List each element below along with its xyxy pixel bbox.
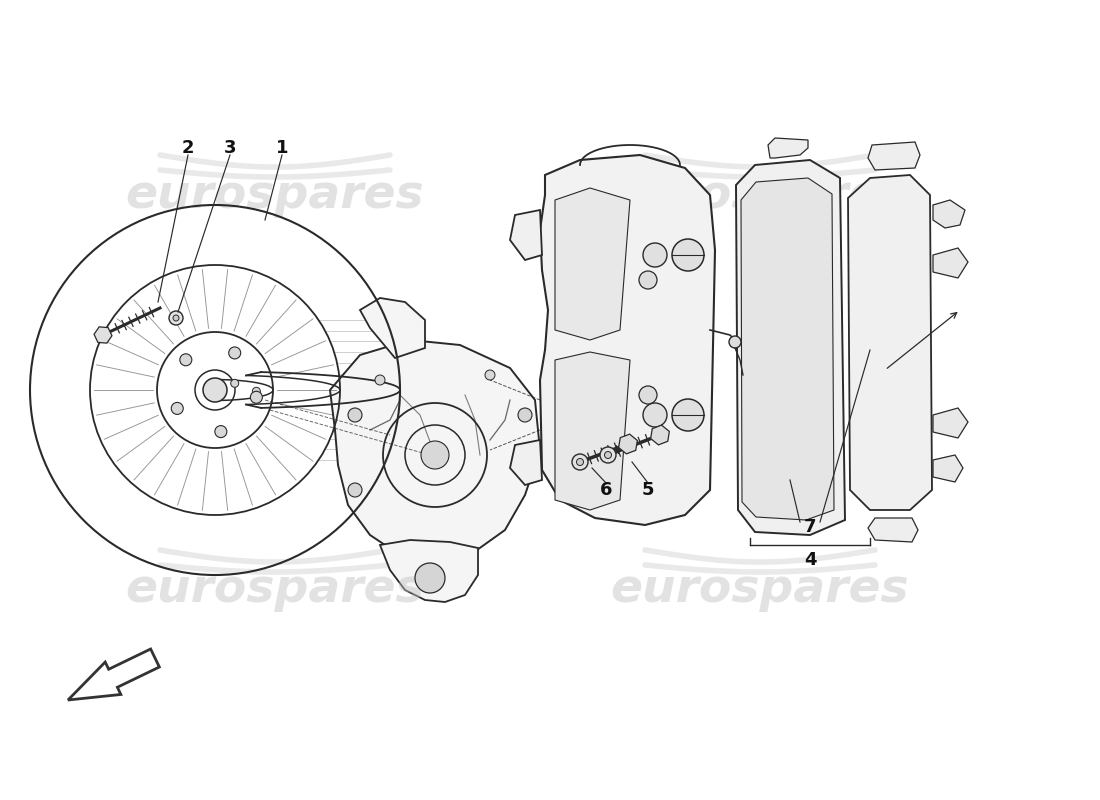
Circle shape — [644, 243, 667, 267]
Circle shape — [421, 441, 449, 469]
Text: eurospares: eurospares — [125, 173, 425, 218]
Polygon shape — [868, 142, 920, 170]
Polygon shape — [540, 155, 715, 525]
Text: 4: 4 — [804, 551, 816, 569]
Polygon shape — [330, 340, 540, 562]
Circle shape — [204, 378, 227, 402]
Text: eurospares: eurospares — [610, 173, 910, 218]
Polygon shape — [868, 518, 918, 542]
Circle shape — [518, 408, 532, 422]
Polygon shape — [651, 425, 669, 445]
Text: 1: 1 — [276, 139, 288, 157]
Circle shape — [179, 354, 191, 366]
Polygon shape — [933, 455, 962, 482]
Text: 7: 7 — [804, 518, 816, 536]
Circle shape — [639, 386, 657, 404]
Circle shape — [415, 563, 446, 593]
Circle shape — [231, 379, 239, 387]
Polygon shape — [510, 440, 542, 485]
Circle shape — [605, 451, 612, 458]
Polygon shape — [556, 352, 630, 510]
Polygon shape — [768, 138, 808, 158]
Polygon shape — [360, 298, 425, 358]
Circle shape — [348, 483, 362, 497]
Circle shape — [639, 271, 657, 289]
Circle shape — [375, 375, 385, 385]
Polygon shape — [848, 175, 932, 510]
Text: 2: 2 — [182, 139, 195, 157]
Text: 5: 5 — [641, 481, 654, 499]
Text: 6: 6 — [600, 481, 613, 499]
Polygon shape — [736, 160, 845, 535]
Circle shape — [572, 454, 588, 470]
Polygon shape — [68, 649, 160, 700]
Circle shape — [576, 458, 583, 466]
Circle shape — [672, 239, 704, 271]
Polygon shape — [933, 200, 965, 228]
Circle shape — [252, 387, 261, 395]
Circle shape — [229, 347, 241, 359]
Circle shape — [172, 402, 184, 414]
Circle shape — [214, 426, 227, 438]
Circle shape — [729, 336, 741, 348]
Polygon shape — [510, 210, 542, 260]
Polygon shape — [933, 248, 968, 278]
Polygon shape — [741, 178, 834, 520]
Polygon shape — [94, 327, 112, 343]
Polygon shape — [556, 188, 630, 340]
Text: eurospares: eurospares — [610, 567, 910, 613]
Circle shape — [644, 403, 667, 427]
Polygon shape — [618, 434, 637, 454]
Polygon shape — [379, 540, 478, 602]
Circle shape — [672, 399, 704, 431]
Circle shape — [251, 391, 263, 403]
Circle shape — [348, 408, 362, 422]
Text: 3: 3 — [223, 139, 236, 157]
Circle shape — [173, 315, 179, 321]
Circle shape — [485, 370, 495, 380]
Circle shape — [169, 311, 183, 325]
Polygon shape — [933, 408, 968, 438]
Text: eurospares: eurospares — [125, 567, 425, 613]
Circle shape — [600, 447, 616, 463]
